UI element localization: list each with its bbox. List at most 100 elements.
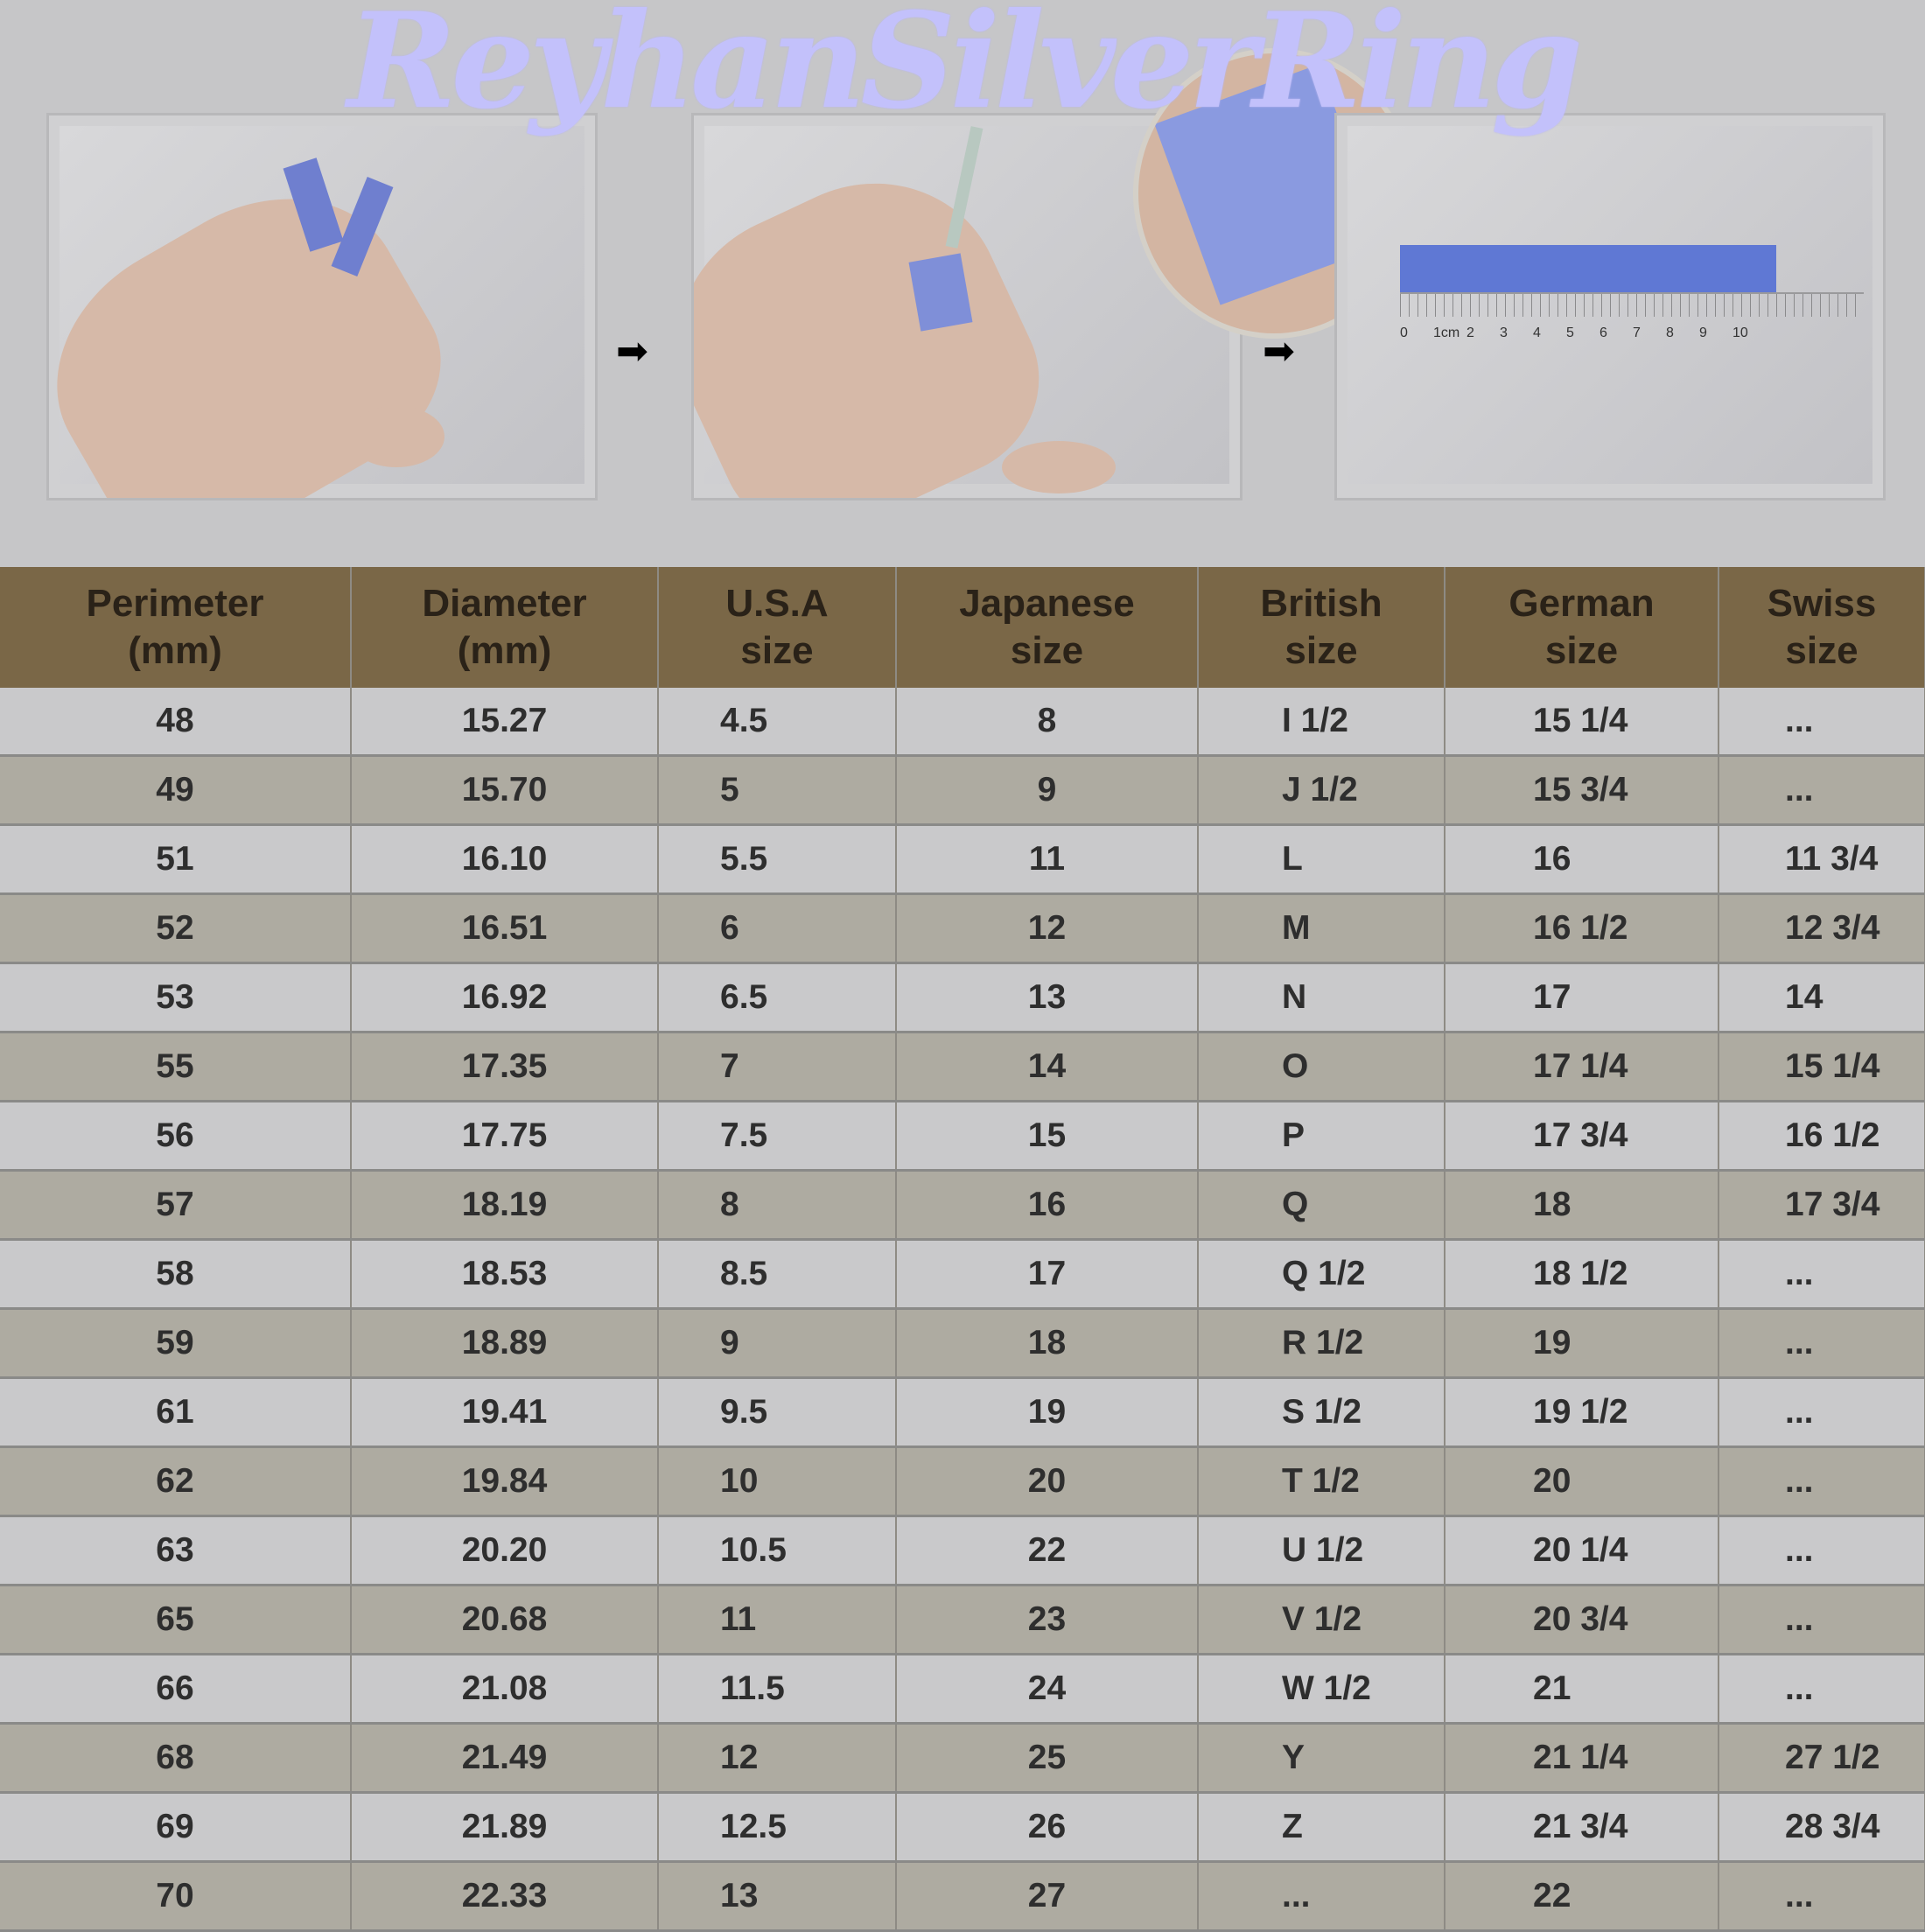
column-header-label: U.S.A xyxy=(725,582,829,625)
table-cell: V 1/2 xyxy=(1198,1585,1446,1656)
table-cell: 25 xyxy=(896,1723,1199,1794)
right-arrow-icon: ➡ xyxy=(1263,330,1295,373)
table-cell: 10.5 xyxy=(658,1516,897,1586)
table-cell: 4.5 xyxy=(658,688,897,757)
right-arrow-icon: ➡ xyxy=(616,330,648,373)
table-cell: ... xyxy=(1718,688,1925,757)
column-header-label: German xyxy=(1508,582,1655,625)
table-cell: 61 xyxy=(0,1377,352,1448)
table-cell: 21.08 xyxy=(351,1654,659,1725)
table-cell: ... xyxy=(1718,1861,1925,1932)
table-cell: N xyxy=(1198,962,1446,1033)
column-header: German size xyxy=(1445,567,1719,688)
table-cell: 16 1/2 xyxy=(1718,1101,1925,1172)
table-cell: 12 xyxy=(896,893,1199,964)
table-cell: R 1/2 xyxy=(1198,1308,1446,1379)
table-cell: 63 xyxy=(0,1516,352,1586)
column-header: U.S.A size xyxy=(658,567,897,688)
table-cell: 12 3/4 xyxy=(1718,893,1925,964)
column-header-label: British xyxy=(1260,582,1382,625)
ruler-tick-label: 7 xyxy=(1633,326,1641,340)
table-cell: 15 1/4 xyxy=(1445,688,1719,757)
table-cell: 70 xyxy=(0,1861,352,1932)
table-cell: 6.5 xyxy=(658,962,897,1033)
table-cell: 18 xyxy=(1445,1170,1719,1241)
ruler-tick-label: 3 xyxy=(1500,326,1508,340)
column-header-unit: size xyxy=(1785,629,1858,672)
table-cell: ... xyxy=(1718,1446,1925,1517)
column-header-label: Japanese xyxy=(959,582,1135,625)
table-cell: 58 xyxy=(0,1239,352,1310)
table-cell: 11 3/4 xyxy=(1718,824,1925,895)
table-cell: 15.27 xyxy=(351,688,659,757)
table-cell: 48 xyxy=(0,688,352,757)
table-row: 61 19.41 9.5 19 S 1/2 19 1/2... xyxy=(0,1377,1925,1448)
table-row: 58 18.53 8.5 17 Q 1/2 18 1/2... xyxy=(0,1239,1925,1310)
table-cell: 68 xyxy=(0,1723,352,1794)
table-cell: 19.41 xyxy=(351,1377,659,1448)
table-row: 70 22.33 13 27... 22... xyxy=(0,1861,1925,1932)
column-header: Japanese size xyxy=(896,567,1199,688)
table-cell: 11 xyxy=(658,1585,897,1656)
table-cell: 19.84 xyxy=(351,1446,659,1517)
table-cell: 13 xyxy=(896,962,1199,1033)
column-header-label: Swiss xyxy=(1767,582,1877,625)
table-cell: W 1/2 xyxy=(1198,1654,1446,1725)
table-cell: 20 1/4 xyxy=(1445,1516,1719,1586)
table-cell: 17 3/4 xyxy=(1445,1101,1719,1172)
table-cell: 20 xyxy=(1445,1446,1719,1517)
table-cell: 69 xyxy=(0,1792,352,1863)
table-cell: 21 1/4 xyxy=(1445,1723,1719,1794)
table-cell: 20 xyxy=(896,1446,1199,1517)
table-cell: 55 xyxy=(0,1032,352,1102)
table-cell: 9.5 xyxy=(658,1377,897,1448)
table-cell: Z xyxy=(1198,1792,1446,1863)
table-cell: 27 xyxy=(896,1861,1199,1932)
table-cell: ... xyxy=(1718,1239,1925,1310)
table-row: 53 16.92 6.5 13 N 17 14 xyxy=(0,962,1925,1033)
table-cell: 7 xyxy=(658,1032,897,1102)
table-cell: 20 3/4 xyxy=(1445,1585,1719,1656)
table-cell: 23 xyxy=(896,1585,1199,1656)
table-cell: 49 xyxy=(0,755,352,826)
table-cell: 24 xyxy=(896,1654,1199,1725)
table-cell: 16.51 xyxy=(351,893,659,964)
table-cell: 26 xyxy=(896,1792,1199,1863)
table-cell: U 1/2 xyxy=(1198,1516,1446,1586)
table-cell: 22 xyxy=(896,1516,1199,1586)
table-cell: ... xyxy=(1718,1377,1925,1448)
table-cell: 5 xyxy=(658,755,897,826)
table-cell: 17.35 xyxy=(351,1032,659,1102)
table-cell: 10 xyxy=(658,1446,897,1517)
table-cell: 19 xyxy=(896,1377,1199,1448)
table-cell: 17 xyxy=(896,1239,1199,1310)
table-cell: I 1/2 xyxy=(1198,688,1446,757)
table-header-row: Perimeter (mm) Diameter (mm) U.S.A size Japane… xyxy=(0,567,1925,688)
table-cell: 16 xyxy=(1445,824,1719,895)
table-cell: 16.92 xyxy=(351,962,659,1033)
table-cell: 8 xyxy=(896,688,1199,757)
table-cell: 8 xyxy=(658,1170,897,1241)
table-cell: 28 3/4 xyxy=(1718,1792,1925,1863)
table-cell: 27 1/2 xyxy=(1718,1723,1925,1794)
ruler-tick-label: 10 xyxy=(1732,326,1748,340)
table-cell: 20.68 xyxy=(351,1585,659,1656)
table-row: 66 21.08 11.5 24 W 1/2 21... xyxy=(0,1654,1925,1725)
table-cell: ... xyxy=(1718,1654,1925,1725)
ruler-tick-label: 2 xyxy=(1466,326,1474,340)
ruler-tick-label: 4 xyxy=(1533,326,1541,340)
ruler-tick-label: 0 xyxy=(1400,326,1408,340)
table-cell: 18 1/2 xyxy=(1445,1239,1719,1310)
table-cell: 17.75 xyxy=(351,1101,659,1172)
table-cell: ... xyxy=(1198,1861,1446,1932)
column-header-unit: size xyxy=(1010,629,1084,672)
table-cell: 15.70 xyxy=(351,755,659,826)
column-header: Diameter (mm) xyxy=(351,567,659,688)
column-header-label: Perimeter xyxy=(86,582,264,625)
table-cell: 12 xyxy=(658,1723,897,1794)
column-header: British size xyxy=(1198,567,1446,688)
table-cell: 18.19 xyxy=(351,1170,659,1241)
table-cell: 21 3/4 xyxy=(1445,1792,1719,1863)
table-cell: 15 3/4 xyxy=(1445,755,1719,826)
table-cell: 59 xyxy=(0,1308,352,1379)
